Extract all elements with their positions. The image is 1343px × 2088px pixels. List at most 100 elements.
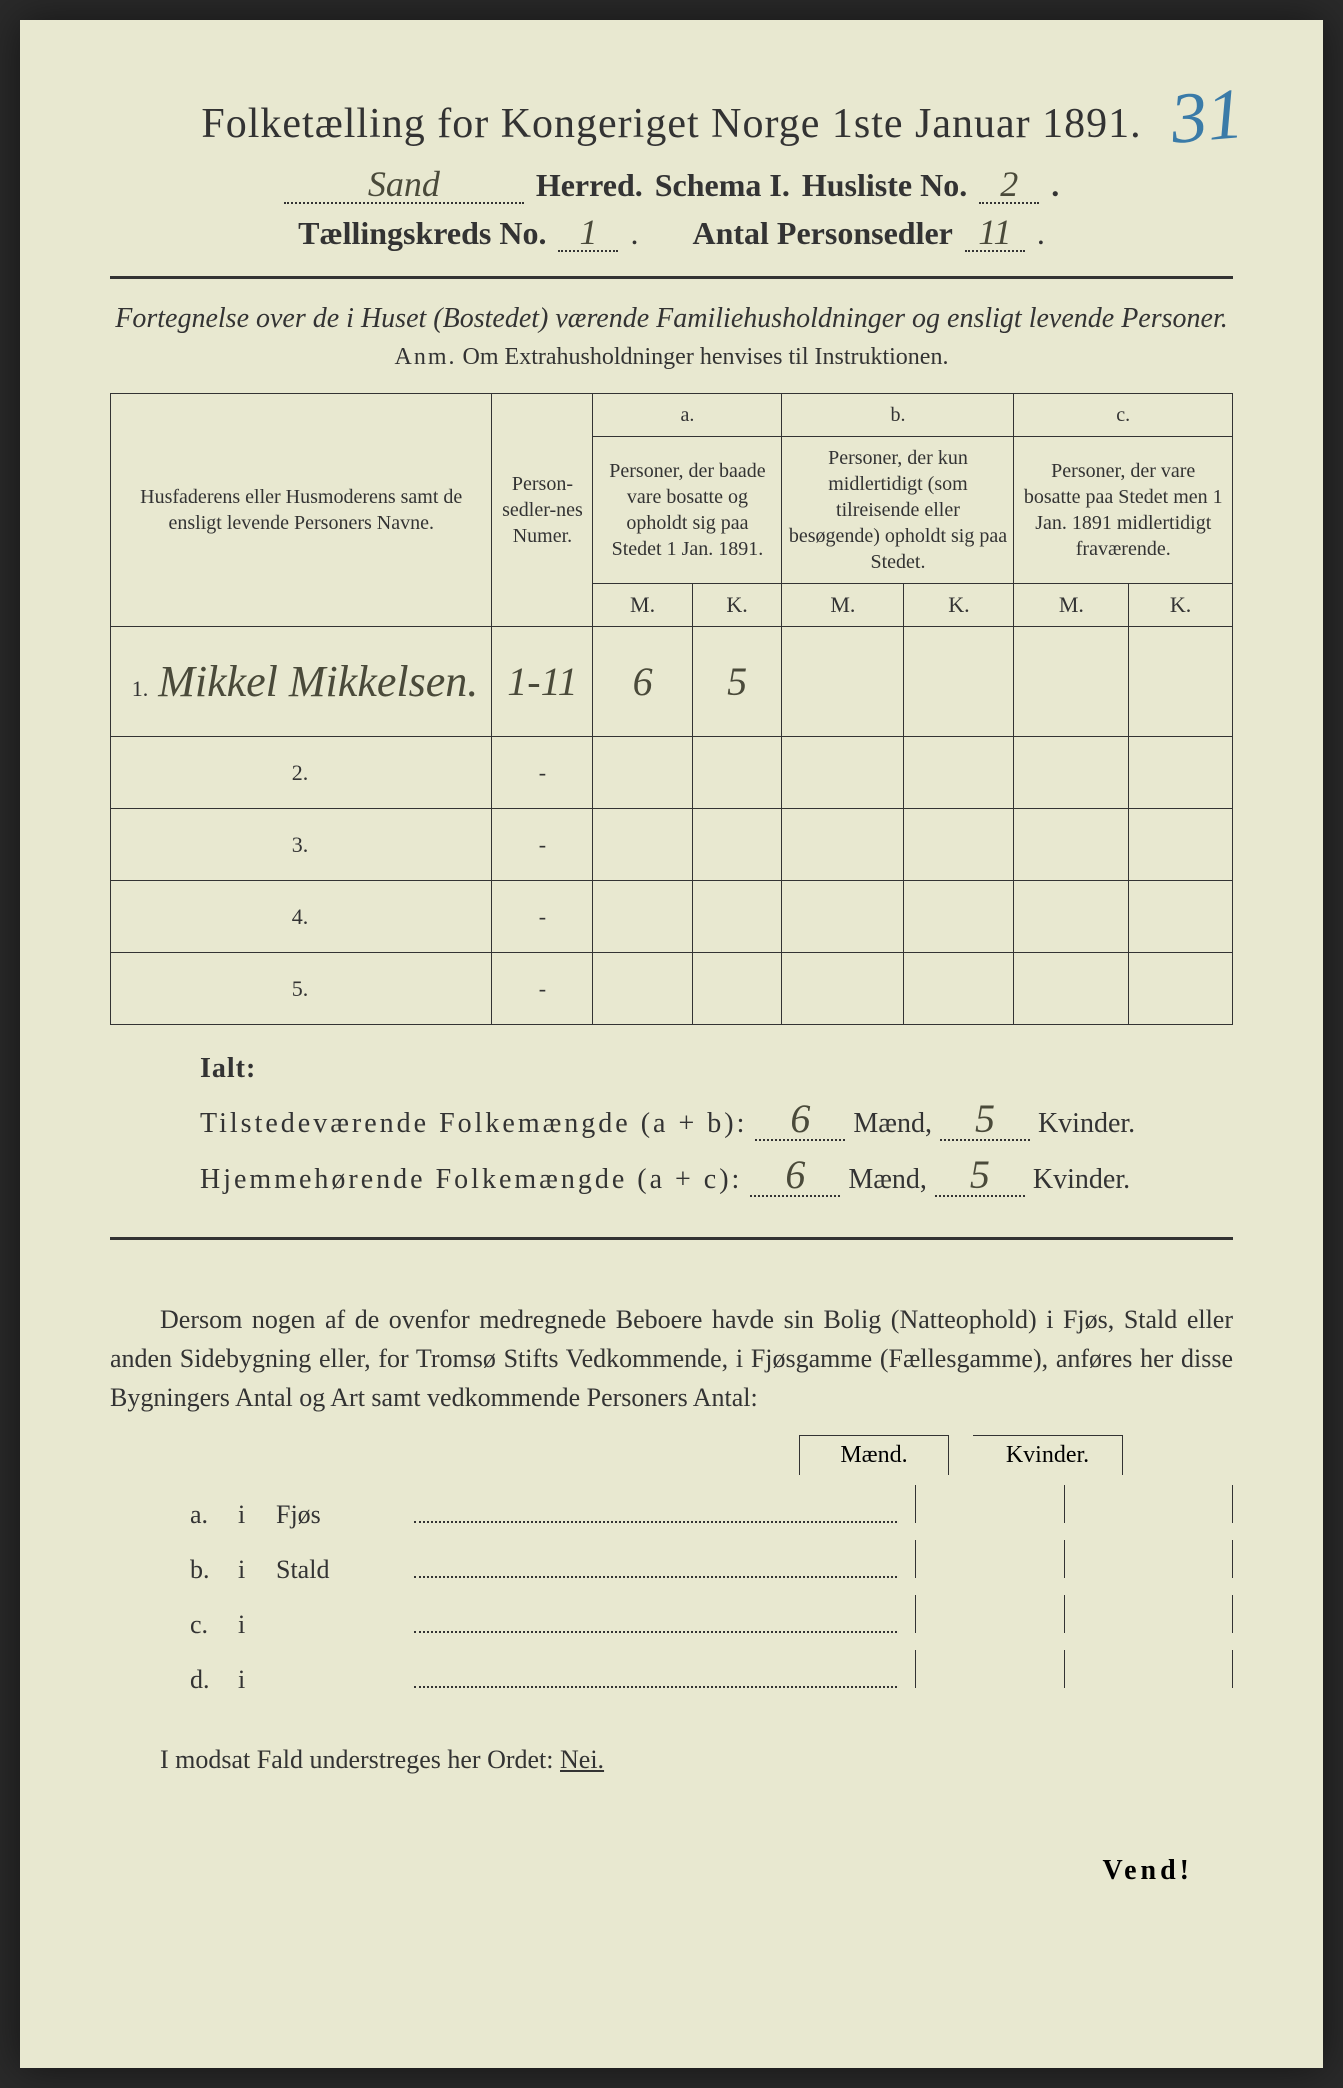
- col-b-m: M.: [782, 584, 904, 627]
- l2-maend-value: 6: [750, 1155, 840, 1197]
- header-line-2: Tællingskreds No. 1 . Antal Personsedler…: [110, 214, 1233, 252]
- totals-block: Ialt: Tilstedeværende Folkemængde (a + b…: [110, 1053, 1233, 1197]
- col-b-k: K.: [904, 584, 1014, 627]
- building-letter: a.: [190, 1500, 220, 1530]
- hjemmehoerende-label: Hjemmehørende Folkemængde (a + c):: [200, 1164, 742, 1196]
- building-m-box: [915, 1650, 1065, 1688]
- l2-kvinder-value: 5: [935, 1155, 1025, 1197]
- table-row: 2. -: [111, 737, 1233, 809]
- anm-note: Anm. Om Extrahusholdninger henvises til …: [110, 344, 1233, 371]
- col-c-k: K.: [1129, 584, 1233, 627]
- building-letter: c.: [190, 1610, 220, 1640]
- sedler-cell: -: [492, 737, 593, 809]
- building-letter: b.: [190, 1555, 220, 1585]
- building-k-box: [1083, 1650, 1233, 1688]
- col-names: Husfaderens eller Husmoderens samt de en…: [111, 394, 492, 627]
- row-num: 4.: [284, 904, 308, 930]
- totals-row-1: Tilstedeværende Folkemængde (a + b): 6 M…: [200, 1099, 1233, 1141]
- row-num: 5.: [284, 976, 308, 1002]
- tilstedevaerende-label: Tilstedeværende Folkemængde (a + b):: [200, 1108, 747, 1140]
- household-table: Husfaderens eller Husmoderens samt de en…: [110, 393, 1233, 1025]
- row-num: 2.: [284, 760, 308, 786]
- kreds-label: Tællingskreds No.: [298, 215, 546, 252]
- ialt-label: Ialt:: [200, 1053, 1233, 1085]
- kvinder-col-label: Kvinder.: [973, 1435, 1123, 1475]
- husliste-value: 2: [979, 166, 1039, 204]
- name-cell: Mikkel Mikkelsen.: [158, 657, 478, 706]
- footer-text: I modsat Fald understreges her Ordet:: [160, 1745, 554, 1774]
- personsedler-value: 11: [965, 214, 1025, 252]
- a-m-cell: 6: [593, 627, 692, 737]
- totals-row-2: Hjemmehørende Folkemængde (a + c): 6 Mæn…: [200, 1155, 1233, 1197]
- kreds-value: 1: [558, 214, 618, 252]
- building-row: a. i Fjøs: [190, 1485, 1233, 1530]
- l1-kvinder-value: 5: [940, 1099, 1030, 1141]
- col-a-letter: a.: [593, 394, 782, 437]
- herred-value: Sand: [284, 166, 524, 204]
- building-list: a. i Fjøs b. i Stald c. i d. i: [110, 1485, 1233, 1695]
- building-i: i: [238, 1610, 258, 1640]
- a-k-cell: 5: [692, 627, 782, 737]
- building-row: c. i: [190, 1595, 1233, 1640]
- sidebygning-paragraph: Dersom nogen af de ovenfor medregnede Be…: [110, 1300, 1233, 1417]
- maend-label: Mænd,: [853, 1108, 932, 1140]
- table-row: 1. Mikkel Mikkelsen. 1-11 6 5: [111, 627, 1233, 737]
- table-row: 5. -: [111, 953, 1233, 1025]
- building-i: i: [238, 1665, 258, 1695]
- mk-column-header: Mænd. Kvinder.: [110, 1435, 1233, 1475]
- anm-text: Om Extrahusholdninger henvises til Instr…: [463, 344, 949, 370]
- building-i: i: [238, 1500, 258, 1530]
- footer-line: I modsat Fald understreges her Ordet: Ne…: [110, 1745, 1233, 1775]
- building-row: b. i Stald: [190, 1540, 1233, 1585]
- row-num: 3.: [284, 832, 308, 858]
- anm-prefix: Anm.: [395, 344, 457, 370]
- personsedler-label: Antal Personsedler: [692, 215, 952, 252]
- building-m-box: [915, 1485, 1065, 1523]
- maend-col-label: Mænd.: [799, 1435, 949, 1475]
- col-c-letter: c.: [1014, 394, 1233, 437]
- b-k-cell: [904, 627, 1014, 737]
- vend-label: Vend!: [110, 1855, 1233, 1887]
- c-k-cell: [1129, 627, 1233, 737]
- divider: [110, 1237, 1233, 1240]
- building-row: d. i: [190, 1650, 1233, 1695]
- sedler-cell: -: [492, 953, 593, 1025]
- maend-label: Mænd,: [848, 1164, 927, 1196]
- row-num: 1.: [124, 676, 148, 702]
- col-a-label: Personer, der baade vare bosatte og opho…: [593, 437, 782, 584]
- building-name: Fjøs: [276, 1500, 396, 1530]
- building-letter: d.: [190, 1665, 220, 1695]
- kvinder-label: Kvinder.: [1033, 1164, 1130, 1196]
- sedler-cell: -: [492, 881, 593, 953]
- col-c-m: M.: [1014, 584, 1129, 627]
- building-i: i: [238, 1555, 258, 1585]
- col-a-k: K.: [692, 584, 782, 627]
- building-k-box: [1083, 1485, 1233, 1523]
- b-m-cell: [782, 627, 904, 737]
- footer-nei: Nei.: [560, 1745, 604, 1774]
- col-b-label: Personer, der kun midlertidigt (som tilr…: [782, 437, 1014, 584]
- sedler-cell: -: [492, 809, 593, 881]
- form-title: Folketælling for Kongeriget Norge 1ste J…: [110, 100, 1233, 148]
- building-k-box: [1083, 1595, 1233, 1633]
- header-line-1: Sand Herred. Schema I. Husliste No. 2 .: [110, 166, 1233, 204]
- building-name: Stald: [276, 1555, 396, 1585]
- page-number-handwritten: 31: [1168, 72, 1247, 161]
- building-k-box: [1083, 1540, 1233, 1578]
- herred-label: Herred.: [536, 167, 643, 204]
- col-b-letter: b.: [782, 394, 1014, 437]
- building-m-box: [915, 1540, 1065, 1578]
- divider: [110, 276, 1233, 279]
- census-form-page: 31 Folketælling for Kongeriget Norge 1st…: [20, 20, 1323, 2068]
- col-a-m: M.: [593, 584, 692, 627]
- sedler-cell: 1-11: [492, 627, 593, 737]
- husliste-label: Husliste No.: [802, 167, 967, 204]
- c-m-cell: [1014, 627, 1129, 737]
- table-row: 4. -: [111, 881, 1233, 953]
- col-c-label: Personer, der vare bosatte paa Stedet me…: [1014, 437, 1233, 584]
- schema-label: Schema I.: [655, 167, 790, 204]
- section-heading: Fortegnelse over de i Huset (Bostedet) v…: [110, 299, 1233, 338]
- building-m-box: [915, 1595, 1065, 1633]
- table-row: 3. -: [111, 809, 1233, 881]
- l1-maend-value: 6: [755, 1099, 845, 1141]
